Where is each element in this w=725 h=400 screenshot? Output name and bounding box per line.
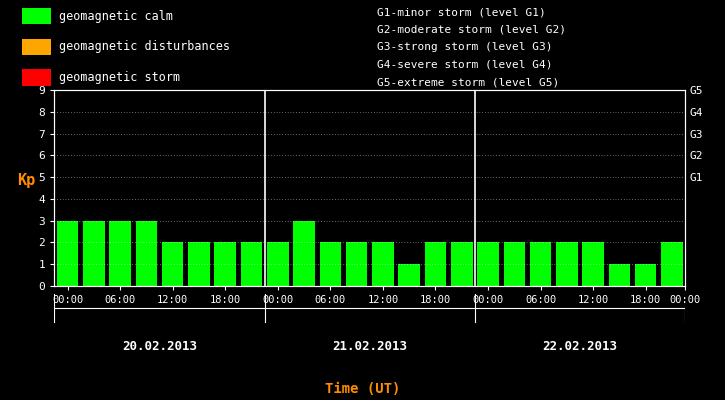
Text: 21.02.2013: 21.02.2013 — [332, 340, 407, 352]
Text: G3-strong storm (level G3): G3-strong storm (level G3) — [377, 42, 552, 52]
Bar — [372, 242, 394, 286]
Text: G5-extreme storm (level G5): G5-extreme storm (level G5) — [377, 77, 559, 87]
Text: G2-moderate storm (level G2): G2-moderate storm (level G2) — [377, 25, 566, 35]
Bar — [504, 242, 525, 286]
Bar — [162, 242, 183, 286]
Text: 22.02.2013: 22.02.2013 — [542, 340, 618, 352]
Bar — [22, 69, 51, 86]
Bar — [109, 221, 130, 286]
Text: 20.02.2013: 20.02.2013 — [122, 340, 197, 352]
Bar — [582, 242, 604, 286]
Text: G1-minor storm (level G1): G1-minor storm (level G1) — [377, 7, 546, 17]
Bar — [294, 221, 315, 286]
Bar — [83, 221, 104, 286]
Text: geomagnetic calm: geomagnetic calm — [59, 10, 173, 23]
Bar — [22, 39, 51, 55]
Bar — [346, 242, 368, 286]
Bar — [609, 264, 630, 286]
Bar — [136, 221, 157, 286]
Text: geomagnetic disturbances: geomagnetic disturbances — [59, 40, 231, 53]
Bar — [477, 242, 499, 286]
Bar — [451, 242, 473, 286]
Bar — [57, 221, 78, 286]
Y-axis label: Kp: Kp — [17, 173, 35, 188]
Text: Time (UT): Time (UT) — [325, 382, 400, 396]
Bar — [188, 242, 210, 286]
Bar — [22, 8, 51, 24]
Bar — [556, 242, 578, 286]
Bar — [661, 242, 683, 286]
Bar — [215, 242, 236, 286]
Text: geomagnetic storm: geomagnetic storm — [59, 71, 181, 84]
Bar — [399, 264, 420, 286]
Bar — [635, 264, 656, 286]
Bar — [530, 242, 551, 286]
Bar — [241, 242, 262, 286]
Bar — [320, 242, 341, 286]
Text: G4-severe storm (level G4): G4-severe storm (level G4) — [377, 60, 552, 70]
Bar — [425, 242, 446, 286]
Bar — [267, 242, 289, 286]
